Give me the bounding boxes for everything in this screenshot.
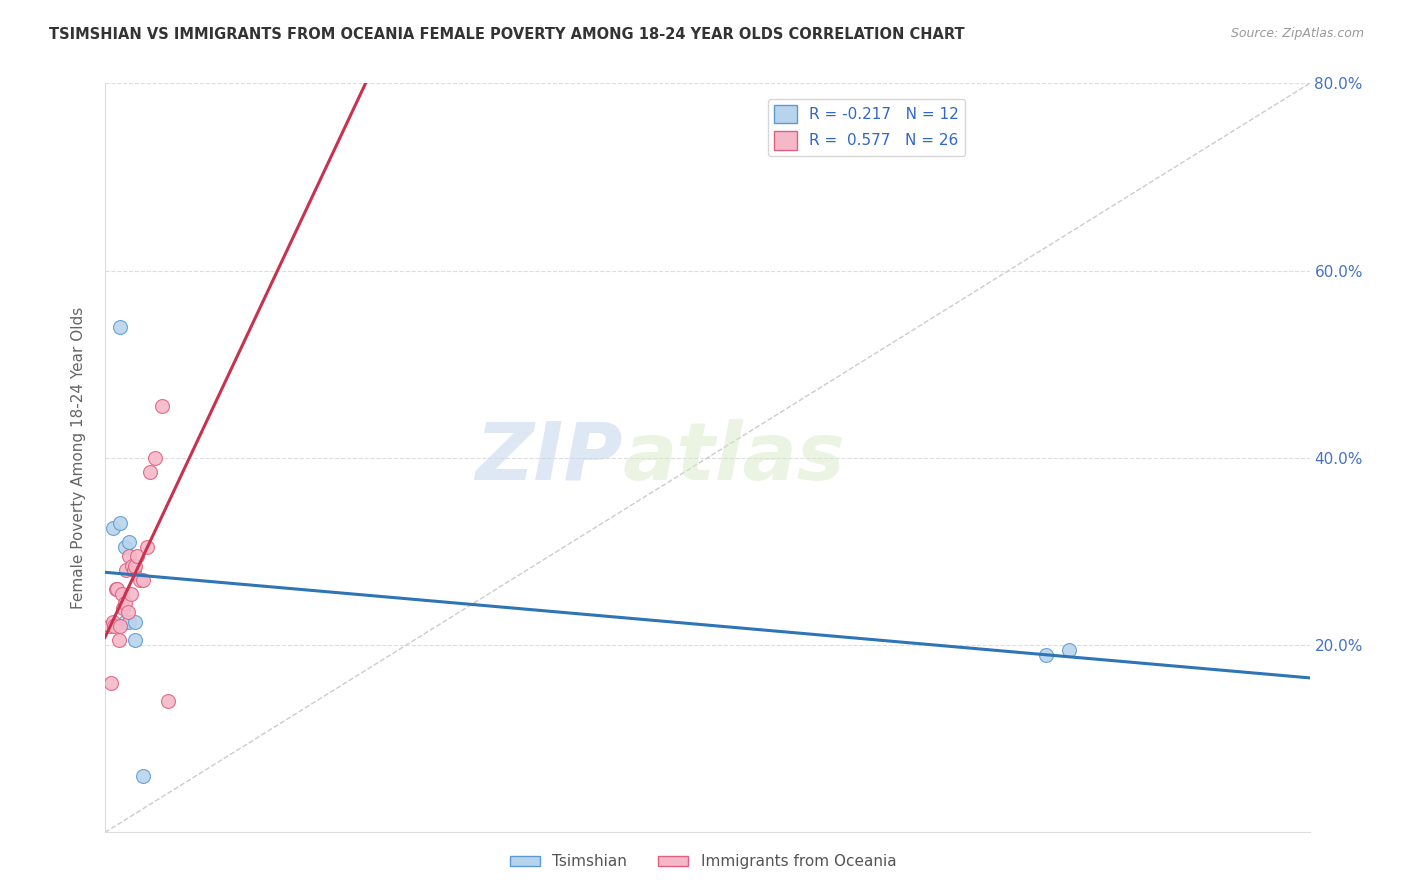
Point <box>124 615 146 629</box>
Point <box>100 675 122 690</box>
Point <box>101 521 124 535</box>
Point <box>136 540 159 554</box>
Y-axis label: Female Poverty Among 18-24 Year Olds: Female Poverty Among 18-24 Year Olds <box>72 307 86 609</box>
Point <box>108 619 131 633</box>
Legend: Tsimshian, Immigrants from Oceania: Tsimshian, Immigrants from Oceania <box>503 848 903 875</box>
Point <box>131 769 153 783</box>
Point <box>117 606 139 620</box>
Text: atlas: atlas <box>623 419 845 497</box>
Point <box>114 596 136 610</box>
Point <box>128 573 150 587</box>
Point <box>110 587 132 601</box>
Point <box>108 319 131 334</box>
Point <box>157 694 180 708</box>
Point <box>108 516 131 531</box>
Point <box>118 549 141 564</box>
Point <box>115 563 138 577</box>
Point <box>114 615 136 629</box>
Point <box>118 615 141 629</box>
Text: TSIMSHIAN VS IMMIGRANTS FROM OCEANIA FEMALE POVERTY AMONG 18-24 YEAR OLDS CORREL: TSIMSHIAN VS IMMIGRANTS FROM OCEANIA FEM… <box>49 27 965 42</box>
Point <box>105 582 128 596</box>
Text: ZIP: ZIP <box>475 419 623 497</box>
Point <box>121 558 143 573</box>
Point <box>143 450 166 465</box>
Point <box>114 540 136 554</box>
Point <box>101 615 124 629</box>
Point <box>124 558 146 573</box>
Point <box>98 619 121 633</box>
Legend: R = -0.217   N = 12, R =  0.577   N = 26: R = -0.217 N = 12, R = 0.577 N = 26 <box>768 99 965 156</box>
Point <box>103 619 125 633</box>
Point <box>1035 648 1057 662</box>
Point <box>104 582 127 596</box>
Point <box>122 563 145 577</box>
Point <box>124 633 146 648</box>
Point <box>1057 643 1080 657</box>
Point <box>131 573 153 587</box>
Point <box>120 587 142 601</box>
Text: Source: ZipAtlas.com: Source: ZipAtlas.com <box>1230 27 1364 40</box>
Point <box>139 465 162 479</box>
Point <box>150 400 173 414</box>
Point <box>107 633 129 648</box>
Point <box>125 549 148 564</box>
Point <box>118 535 141 549</box>
Point <box>112 600 135 615</box>
